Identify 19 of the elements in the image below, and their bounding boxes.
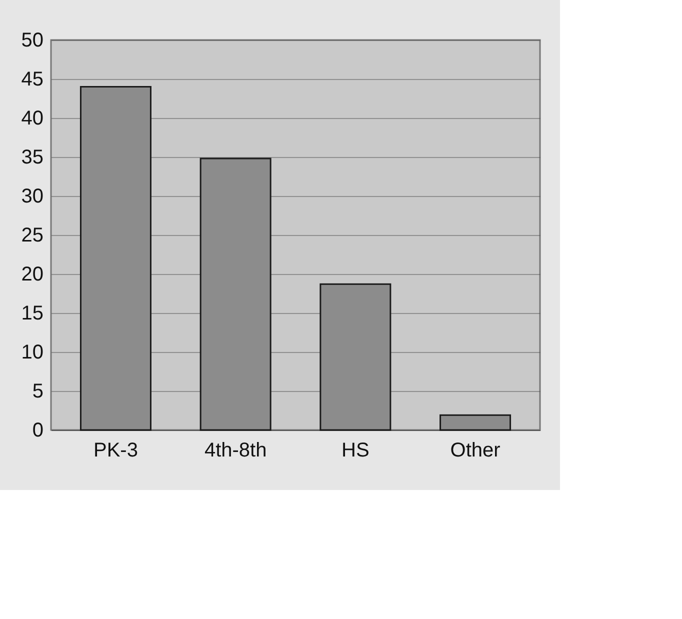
x-tick-label: HS bbox=[342, 440, 370, 462]
x-tick-label: PK-3 bbox=[93, 440, 138, 462]
y-tick-label: 5 bbox=[32, 380, 44, 402]
y-tick-label: 40 bbox=[21, 108, 44, 130]
x-tick-label: Other bbox=[450, 440, 501, 462]
y-tick-label: 50 bbox=[21, 30, 44, 52]
y-tick-label: 15 bbox=[21, 302, 44, 324]
bar bbox=[200, 158, 272, 431]
y-tick-label: 35 bbox=[21, 146, 44, 168]
bar bbox=[440, 414, 512, 431]
y-tick-label: 0 bbox=[32, 420, 44, 442]
y-tick-label: 10 bbox=[21, 342, 44, 364]
y-tick-label: 30 bbox=[21, 186, 44, 208]
x-tick-label: 4th-8th bbox=[204, 440, 267, 462]
bar bbox=[80, 86, 152, 431]
y-tick-label: 25 bbox=[21, 224, 44, 246]
bar bbox=[320, 283, 392, 431]
y-tick-label: 20 bbox=[21, 264, 44, 286]
y-tick-label: 45 bbox=[21, 68, 44, 90]
